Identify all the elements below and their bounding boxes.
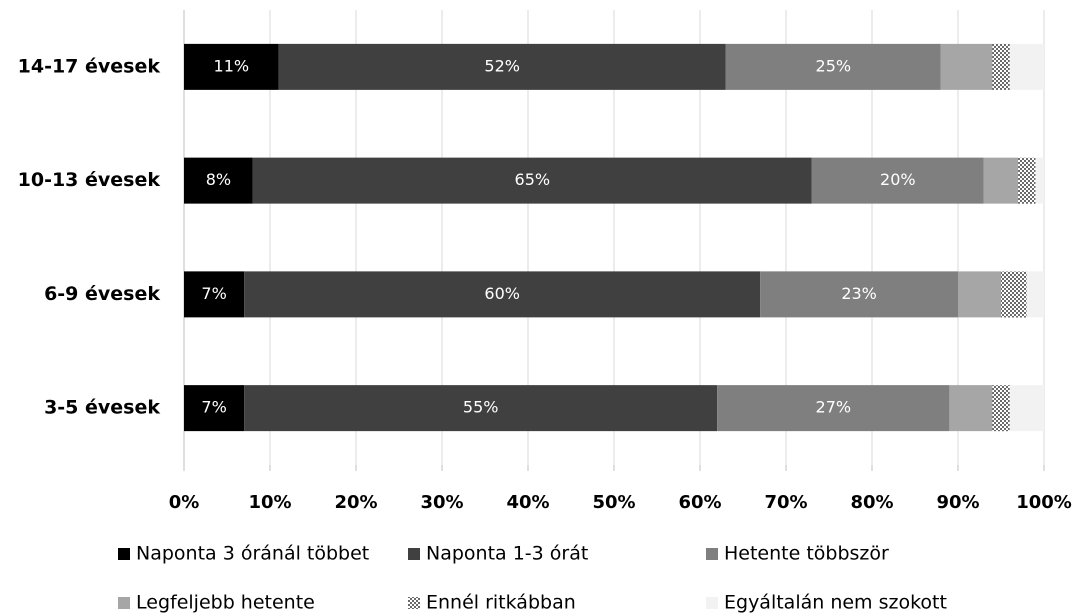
bar-segment [184,385,245,432]
legend-label: Naponta 1-3 órát [426,543,588,565]
x-tick-label: 90% [936,492,979,513]
bar-segment [244,271,761,318]
x-tick-label: 30% [420,492,463,513]
bar-segment [184,43,279,90]
bar-segment [1026,271,1044,318]
data-label: 8% [206,170,231,189]
bar-segment [1035,157,1044,204]
x-tick-label: 50% [592,492,635,513]
data-label: 20% [880,170,916,189]
y-tick-label: 14-17 évesek [18,55,161,77]
x-tick-label: 0% [169,492,200,513]
legend-label: Hetente többször [724,543,889,565]
data-label: 25% [816,56,852,75]
bar-segment [1018,157,1036,204]
bar-segment [1001,271,1027,318]
bar-segment [1009,43,1044,90]
data-label: 27% [816,398,852,417]
bar-segment [184,271,245,318]
data-label: 55% [463,398,499,417]
legend-swatch [118,548,130,560]
bar-segment [811,157,984,204]
legend-label: Naponta 3 óránál többet [136,543,369,565]
bar-segment [252,157,812,204]
x-tick-label: 40% [506,492,549,513]
legend-label: Egyáltalán nem szokott [724,592,947,614]
data-label: 11% [214,56,250,75]
x-tick-label: 80% [850,492,893,513]
data-label: 23% [841,284,877,303]
data-label: 7% [201,284,226,303]
x-tick-label: 70% [764,492,807,513]
bar-segment [278,43,726,90]
legend-label: Ennél ritkábban [426,592,576,614]
data-label: 60% [484,284,520,303]
bar-segment [958,271,1001,318]
bar-segment [717,385,950,432]
x-tick-label: 10% [248,492,291,513]
bar-segment [244,385,718,432]
x-tick-label: 20% [334,492,377,513]
bar-segment [992,385,1010,432]
x-tick-label: 100% [1016,492,1072,513]
y-tick-label: 3-5 évesek [44,397,160,419]
y-tick-label: 6-9 évesek [44,283,160,305]
bar-segment [1009,385,1044,432]
data-label: 52% [484,56,520,75]
bar-segment [184,157,253,204]
legend-swatch [706,597,718,609]
bar-segment [760,271,958,318]
legend-label: Legfeljebb hetente [136,592,315,614]
bar-segment [949,385,993,432]
bar-segment [983,157,1019,204]
legend-swatch [408,548,420,560]
bar-segment [992,43,1010,90]
x-tick-label: 60% [678,492,721,513]
legend-swatch [706,548,718,560]
bar-segment [725,43,941,90]
legend-swatch [118,597,130,609]
data-label: 65% [515,170,551,189]
bar-segment [940,43,993,90]
y-tick-label: 10-13 évesek [18,169,161,191]
legend-swatch [408,597,420,609]
data-label: 7% [201,398,226,417]
